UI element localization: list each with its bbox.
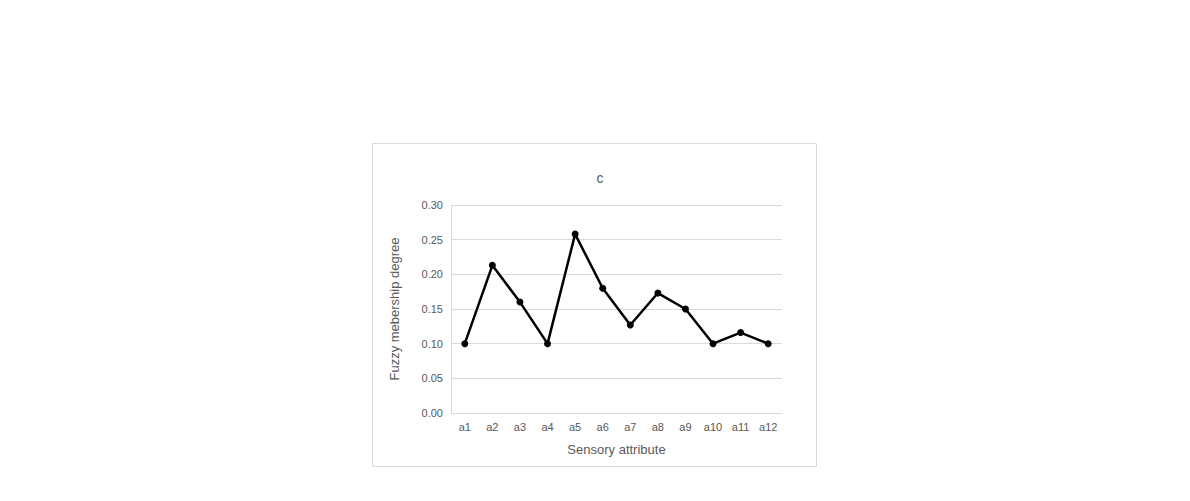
svg-text:c: c <box>597 170 604 186</box>
svg-text:Fuzzy mebership degree: Fuzzy mebership degree <box>387 237 402 380</box>
svg-text:0.15: 0.15 <box>422 303 443 315</box>
svg-text:a10: a10 <box>704 421 722 433</box>
svg-text:0.30: 0.30 <box>422 199 443 211</box>
svg-text:a7: a7 <box>624 421 636 433</box>
svg-text:0.05: 0.05 <box>422 372 443 384</box>
svg-text:a4: a4 <box>541 421 553 433</box>
svg-text:a3: a3 <box>514 421 526 433</box>
svg-text:a1: a1 <box>459 421 471 433</box>
svg-text:a5: a5 <box>569 421 581 433</box>
svg-text:a12: a12 <box>759 421 777 433</box>
svg-text:a8: a8 <box>652 421 664 433</box>
svg-text:0.00: 0.00 <box>422 407 443 419</box>
svg-text:Sensory attribute: Sensory attribute <box>567 442 665 457</box>
svg-text:0.25: 0.25 <box>422 234 443 246</box>
svg-text:0.10: 0.10 <box>422 338 443 350</box>
svg-text:a9: a9 <box>679 421 691 433</box>
svg-text:a11: a11 <box>732 421 750 433</box>
svg-text:a6: a6 <box>597 421 609 433</box>
svg-text:0.20: 0.20 <box>422 268 443 280</box>
svg-text:a2: a2 <box>486 421 498 433</box>
